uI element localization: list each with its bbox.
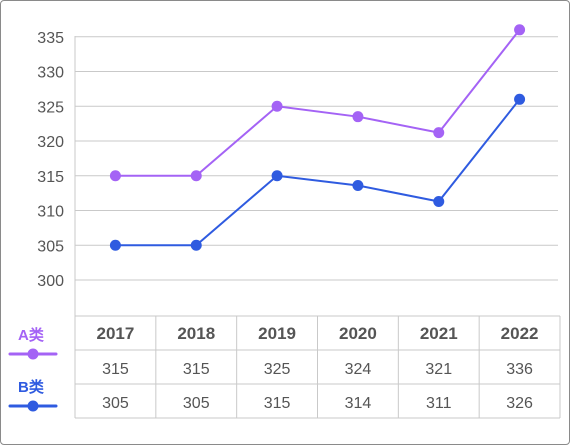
y-tick-label: 310 — [37, 204, 64, 221]
data-point — [514, 24, 526, 36]
table-value: 336 — [506, 361, 533, 378]
series-line-b — [115, 98, 521, 247]
data-point — [190, 170, 202, 182]
y-tick-label: 325 — [37, 99, 64, 116]
table-value: 305 — [183, 395, 210, 412]
data-point — [433, 195, 445, 207]
table-value: 315 — [102, 361, 129, 378]
x-category-label: 2017 — [97, 324, 135, 343]
data-point — [271, 100, 283, 112]
table-value: 321 — [425, 361, 452, 378]
x-category-label: 2022 — [501, 324, 539, 343]
data-point — [433, 127, 445, 139]
table-value: 324 — [345, 361, 372, 378]
y-tick-label: 300 — [37, 273, 64, 290]
y-tick-label: 315 — [37, 169, 64, 186]
x-category-label: 2020 — [339, 324, 377, 343]
data-point — [514, 93, 526, 105]
legend-label-a: A类 — [18, 327, 44, 344]
legend-marker — [27, 348, 39, 360]
data-point — [109, 239, 121, 251]
table-value: 325 — [264, 361, 291, 378]
table-value: 326 — [506, 395, 533, 412]
x-category-label: 2021 — [420, 324, 458, 343]
table-value: 311 — [426, 395, 452, 412]
y-tick-label: 320 — [37, 134, 64, 151]
table-value: 315 — [264, 395, 291, 412]
data-point — [190, 239, 202, 251]
data-point — [271, 170, 283, 182]
data-point — [352, 111, 364, 123]
legend-label-b: B类 — [18, 379, 44, 396]
y-tick-label: 335 — [37, 30, 64, 47]
x-category-label: 2018 — [177, 324, 215, 343]
table-value: 315 — [183, 361, 210, 378]
data-point — [352, 179, 364, 191]
series-line-a — [115, 29, 521, 177]
y-tick-label: 330 — [37, 65, 64, 82]
data-point — [109, 170, 121, 182]
table-value: 314 — [345, 395, 372, 412]
legend-marker — [27, 400, 39, 412]
x-category-label: 2019 — [258, 324, 296, 343]
y-tick-label: 305 — [37, 238, 64, 255]
table-value: 305 — [102, 395, 129, 412]
